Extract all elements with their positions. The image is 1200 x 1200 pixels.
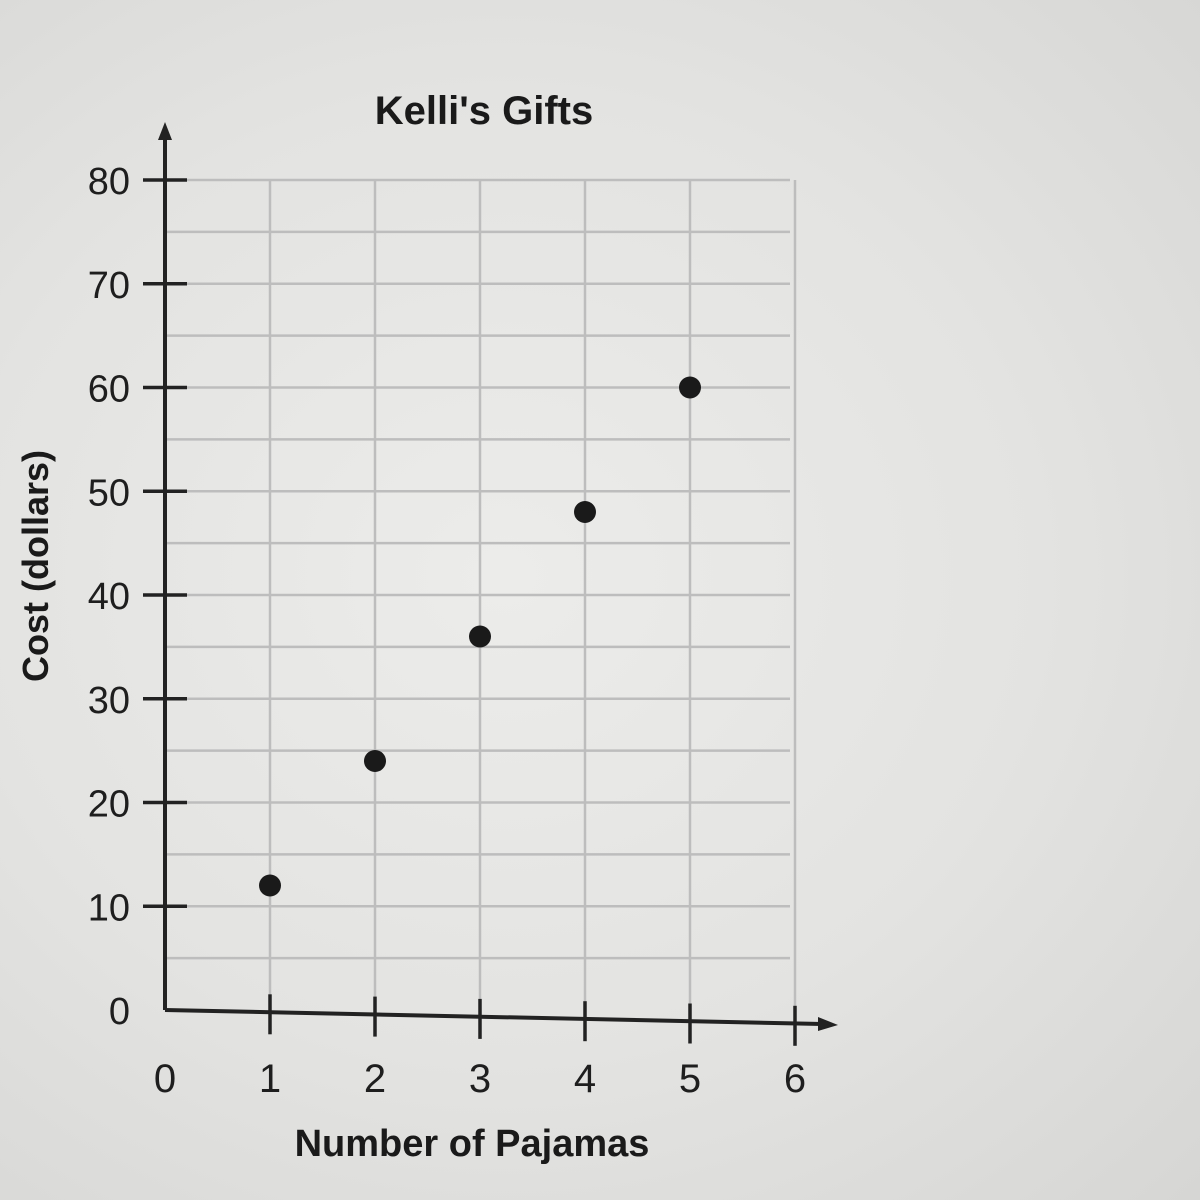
x-tick-label: 3 <box>469 1057 491 1101</box>
chart-title: Kelli's Gifts <box>375 89 593 133</box>
x-tick-label: 0 <box>154 1057 176 1101</box>
data-point <box>574 501 596 523</box>
y-tick-label: 10 <box>88 887 130 929</box>
y-tick-label: 30 <box>88 680 130 722</box>
data-points <box>259 376 701 897</box>
x-tick-label: 1 <box>259 1057 281 1101</box>
data-point <box>679 376 701 399</box>
y-axis-arrow <box>158 122 172 140</box>
x-axis-label: Number of Pajamas <box>295 1123 650 1165</box>
y-tick-label: 70 <box>88 265 130 307</box>
y-tick-label: 50 <box>88 472 130 514</box>
x-tick-label: 5 <box>679 1057 701 1101</box>
x-axis-line <box>164 1008 823 1026</box>
ticks: 0 10 20 30 40 50 60 70 80 0 1 2 3 4 5 6 <box>88 161 806 1101</box>
grid <box>165 178 797 1010</box>
axes <box>158 122 838 1031</box>
x-axis-arrow <box>818 1017 838 1031</box>
x-tick-label: 2 <box>364 1057 386 1101</box>
y-tick-label: 0 <box>109 991 130 1033</box>
data-point <box>469 625 491 648</box>
y-tick-label: 20 <box>88 784 130 826</box>
data-point <box>364 750 386 772</box>
x-tick-label: 4 <box>574 1057 596 1101</box>
y-tick-label: 80 <box>88 161 130 203</box>
y-axis-label: Cost (dollars) <box>15 450 56 682</box>
y-tick-label: 60 <box>88 369 130 411</box>
data-point <box>259 874 281 897</box>
y-tick-label: 40 <box>88 576 130 618</box>
x-tick-label: 6 <box>784 1057 806 1101</box>
